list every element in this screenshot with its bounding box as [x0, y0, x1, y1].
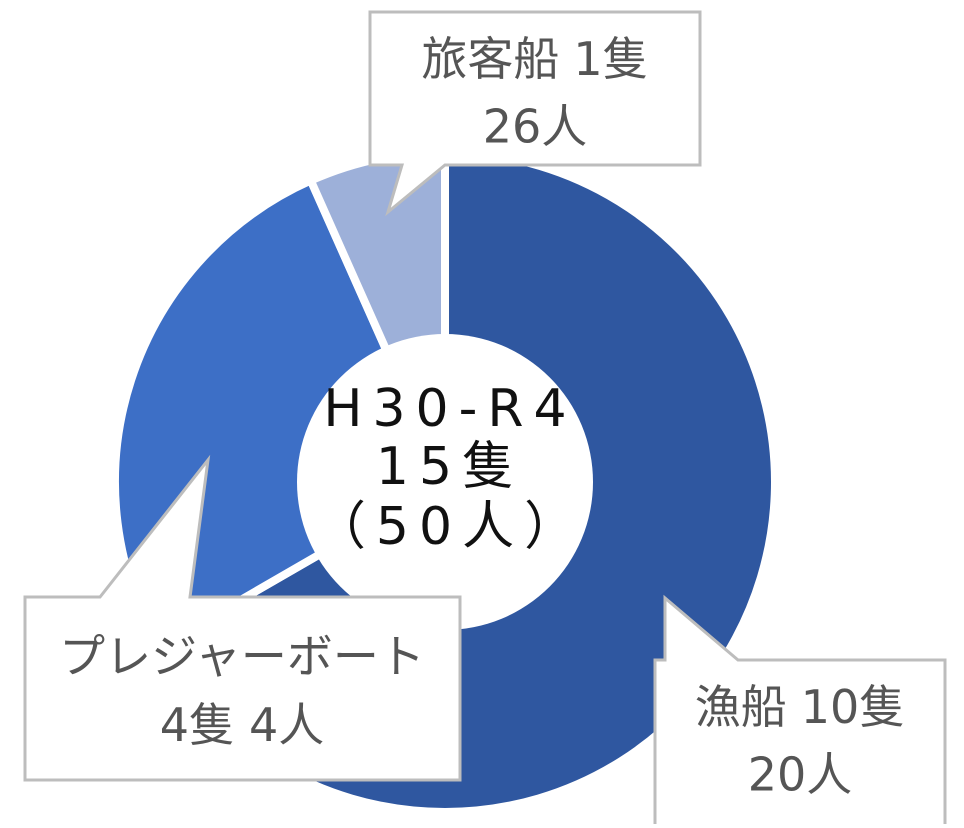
label-part: 1隻: [573, 32, 648, 86]
callout-box: [368, 10, 702, 217]
label-part: 4隻: [160, 698, 235, 752]
label-part: 漁船: [695, 680, 787, 734]
callout-box: [653, 594, 947, 828]
center-label: H30-R4: [323, 379, 576, 439]
callout-box: [23, 454, 462, 782]
category-label: プレジャーボート: [59, 630, 425, 684]
category-label: 旅客船 1隻: [421, 32, 648, 86]
donut-hole: [297, 334, 593, 630]
people-label: 26人: [483, 100, 588, 154]
center-label: （50人）: [314, 497, 586, 557]
center-label: 15隻: [376, 437, 524, 497]
label-part: 旅客船: [421, 32, 559, 86]
category-label: 漁船 10隻: [695, 680, 906, 734]
label-part: 4人: [249, 698, 324, 752]
value-label: 4隻 4人: [160, 698, 325, 752]
label-part: 10隻: [801, 680, 906, 734]
people-label: 20人: [748, 748, 853, 802]
